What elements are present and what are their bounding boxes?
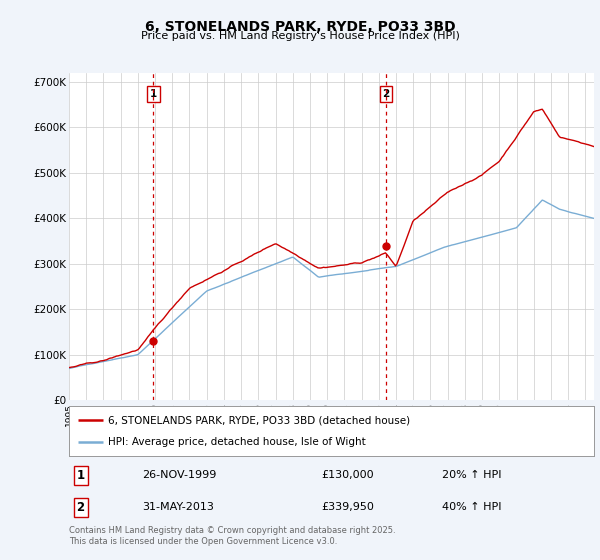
- Text: Price paid vs. HM Land Registry's House Price Index (HPI): Price paid vs. HM Land Registry's House …: [140, 31, 460, 41]
- Text: 1: 1: [150, 89, 157, 99]
- Text: Contains HM Land Registry data © Crown copyright and database right 2025.
This d: Contains HM Land Registry data © Crown c…: [69, 526, 395, 546]
- Text: 6, STONELANDS PARK, RYDE, PO33 3BD (detached house): 6, STONELANDS PARK, RYDE, PO33 3BD (deta…: [109, 415, 410, 425]
- Text: 1: 1: [76, 469, 85, 482]
- Text: HPI: Average price, detached house, Isle of Wight: HPI: Average price, detached house, Isle…: [109, 437, 366, 447]
- Text: £130,000: £130,000: [321, 470, 374, 480]
- Text: 40% ↑ HPI: 40% ↑ HPI: [442, 502, 501, 512]
- Text: 31-MAY-2013: 31-MAY-2013: [143, 502, 214, 512]
- Text: 6, STONELANDS PARK, RYDE, PO33 3BD: 6, STONELANDS PARK, RYDE, PO33 3BD: [145, 20, 455, 34]
- Text: £339,950: £339,950: [321, 502, 374, 512]
- Text: 2: 2: [76, 501, 85, 514]
- Text: 26-NOV-1999: 26-NOV-1999: [143, 470, 217, 480]
- Text: 2: 2: [382, 89, 389, 99]
- Text: 20% ↑ HPI: 20% ↑ HPI: [442, 470, 501, 480]
